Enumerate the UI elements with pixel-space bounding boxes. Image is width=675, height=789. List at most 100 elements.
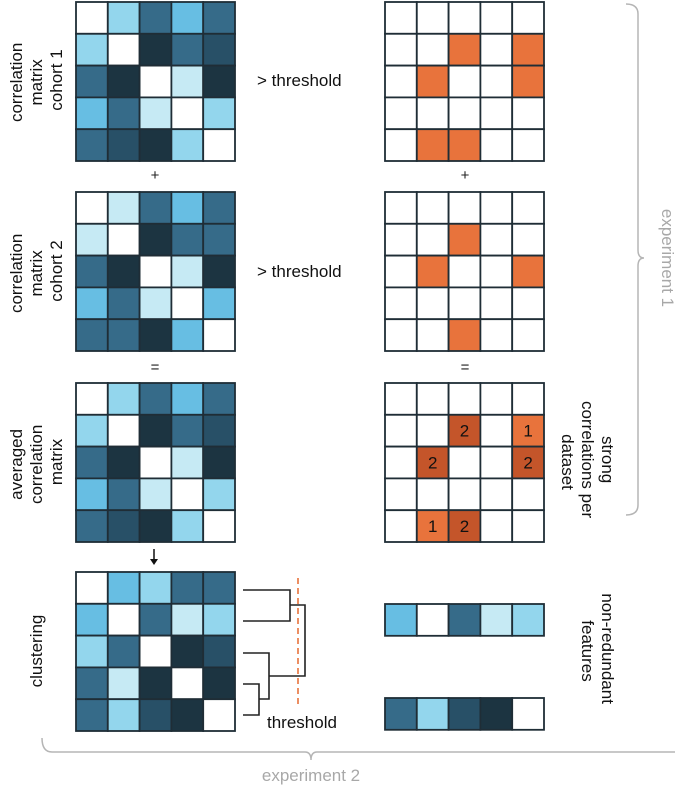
matrix-cell	[202, 96, 236, 131]
matrix-cell	[138, 318, 173, 352]
matrix-cell	[384, 318, 418, 352]
matrix-cell	[75, 445, 109, 480]
matrix-cell	[138, 191, 173, 225]
matrix-cell	[447, 222, 482, 257]
matrix-cell	[170, 1, 205, 35]
label-line: correlation	[7, 43, 26, 122]
matrix-cell	[138, 602, 173, 637]
matrix-cell	[511, 191, 545, 225]
matrix-cell	[106, 222, 141, 257]
matrix-cell	[511, 254, 545, 289]
matrix-cell	[138, 128, 173, 162]
matrix-cell	[384, 509, 418, 543]
matrix-cell	[138, 571, 173, 605]
feature1-matrix	[384, 603, 545, 637]
matrix-cell	[170, 602, 205, 637]
matrix-cell	[106, 571, 141, 605]
matrix-cell	[384, 32, 418, 67]
threshold-label-2: > threshold	[257, 262, 342, 281]
matrix-cell	[511, 603, 545, 637]
matrix-cell	[106, 96, 141, 131]
matrix-cell	[170, 698, 205, 732]
matrix-cell	[106, 254, 141, 289]
matrix-cell	[138, 1, 173, 35]
matrix-cell	[75, 128, 109, 162]
matrix-cell	[106, 477, 141, 512]
matrix-cell	[170, 254, 205, 289]
matrix-cell	[447, 254, 482, 289]
matrix-cell	[479, 697, 514, 731]
matrix-cell	[138, 666, 173, 701]
matrix-cell	[511, 382, 545, 416]
label-line: cohort 1	[47, 49, 66, 110]
matrix-cell	[202, 571, 236, 605]
matrix-cell	[138, 222, 173, 257]
matrix-cell	[106, 32, 141, 67]
matrix-cell	[479, 477, 514, 512]
cohort1-matrix	[75, 1, 236, 162]
matrix-cell	[479, 64, 514, 99]
plus-operator-left: +	[151, 167, 160, 184]
matrix-cell	[170, 191, 205, 225]
averaged-matrix	[75, 382, 236, 543]
label-line: strong	[598, 436, 617, 483]
matrix-cell	[202, 191, 236, 225]
matrices: 2 1 2 2 1 2	[75, 1, 545, 732]
matrix-cell	[138, 698, 173, 732]
matrix-cell	[106, 509, 141, 543]
matrix-cell	[75, 477, 109, 512]
matrix-cell	[202, 318, 236, 352]
matrix-cell	[511, 413, 545, 448]
matrix-cell	[384, 477, 418, 512]
matrix-cell	[138, 634, 173, 669]
matrix-cell	[479, 1, 514, 35]
label-line: correlation	[7, 234, 26, 313]
matrix-cell	[415, 64, 450, 99]
clustering-matrix	[75, 571, 236, 732]
matrix-cell	[415, 603, 450, 637]
matrix-cell	[75, 191, 109, 225]
matrix-cell	[202, 602, 236, 637]
strong-count-label: 1	[428, 517, 437, 536]
matrix-cell	[447, 509, 482, 543]
matrix-cell	[202, 698, 236, 732]
matrix-cell	[415, 96, 450, 131]
matrix-cell	[447, 128, 482, 162]
label-line: features	[578, 620, 597, 681]
strong-count-label: 2	[428, 454, 437, 473]
matrix-cell	[138, 413, 173, 448]
matrix-cell	[138, 32, 173, 67]
matrix-cell	[75, 32, 109, 67]
matrix-cell	[384, 96, 418, 131]
matrix-cell	[75, 286, 109, 321]
matrix-cell	[75, 571, 109, 605]
matrix-cell	[170, 445, 205, 480]
strong-count-label: 2	[523, 454, 532, 473]
matrix-cell	[75, 96, 109, 131]
label-line: non-redundant	[598, 593, 617, 704]
matrix-cell	[202, 222, 236, 257]
matrix-cell	[138, 477, 173, 512]
matrix-cell	[479, 222, 514, 257]
matrix-cell	[384, 445, 418, 480]
experiment2-label: experiment 2	[262, 766, 360, 785]
matrix-cell	[138, 254, 173, 289]
matrix-cell	[511, 286, 545, 321]
matrix-cell	[415, 128, 450, 162]
matrix-cell	[75, 64, 109, 99]
label-line: matrix	[47, 438, 66, 485]
matrix-cell	[202, 509, 236, 543]
matrix-cell	[106, 634, 141, 669]
matrix-cell	[202, 32, 236, 67]
matrix-cell	[138, 445, 173, 480]
matrix-cell	[170, 634, 205, 669]
matrix-cell	[106, 191, 141, 225]
label-line: correlations per	[578, 401, 597, 519]
matrix-cell	[384, 254, 418, 289]
matrix-cell	[447, 191, 482, 225]
dendrogram-threshold-label: threshold	[267, 713, 337, 732]
matrix-cell	[75, 602, 109, 637]
cohort1-label: correlation matrix cohort 1	[7, 38, 66, 122]
cohort2-label: correlation matrix cohort 2	[7, 229, 66, 313]
matrix-cell	[511, 96, 545, 131]
